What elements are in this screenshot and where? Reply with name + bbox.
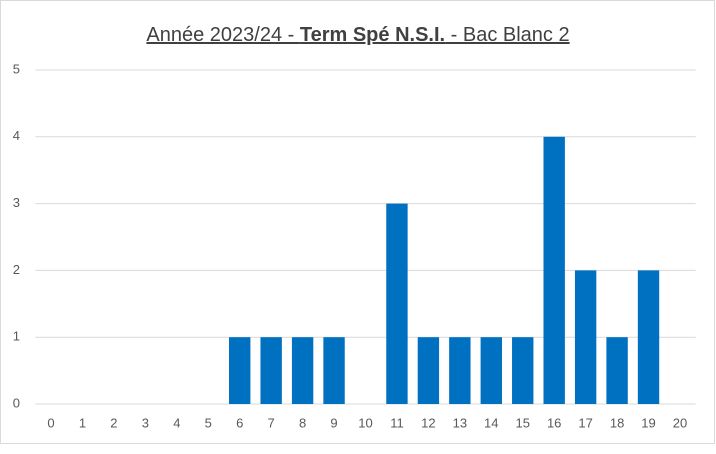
x-tick-label: 8 [299,415,306,430]
x-tick-label: 18 [610,415,624,430]
x-tick-label: 12 [421,415,435,430]
x-tick-label: 1 [79,415,86,430]
x-tick-label: 11 [390,415,404,430]
x-tick-label: 17 [578,415,592,430]
x-tick-label: 3 [142,415,149,430]
y-tick-label: 4 [13,128,20,143]
bar [512,337,534,404]
bar [260,337,282,404]
x-tick-label: 13 [453,415,467,430]
x-tick-label: 0 [47,415,54,430]
x-tick-label: 10 [358,415,372,430]
x-tick-label: 16 [547,415,561,430]
x-tick-label: 6 [236,415,243,430]
bar [449,337,471,404]
bar [637,270,660,404]
x-tick-label: 9 [330,415,337,430]
x-tick-label: 20 [673,415,687,430]
bar [574,270,597,404]
x-tick-label: 4 [173,415,180,430]
title-part: Term Spé N.S.I. [300,24,445,46]
y-tick-label: 2 [13,262,20,277]
x-tick-label: 7 [268,415,275,430]
bar [417,337,440,404]
x-tick-label: 19 [641,415,655,430]
y-tick-label: 1 [13,329,20,344]
bar [291,337,314,404]
bar [229,337,251,404]
chart-title: Année 2023/24 - Term Spé N.S.I. - Bac Bl… [146,24,569,46]
y-tick-label: 5 [13,61,20,76]
x-tick-label: 5 [205,415,212,430]
y-tick-label: 0 [13,395,20,410]
x-tick-label: 14 [484,415,498,430]
bar [480,337,502,404]
x-tick-label: 2 [110,415,117,430]
title-part: Année 2023/24 - [146,24,299,46]
x-tick-label: 15 [516,415,530,430]
title-part: - Bac Blanc 2 [445,24,570,46]
bar [543,136,565,405]
bar [386,203,408,404]
y-tick-label: 3 [13,195,20,210]
bar [323,337,345,404]
bar [606,337,628,404]
